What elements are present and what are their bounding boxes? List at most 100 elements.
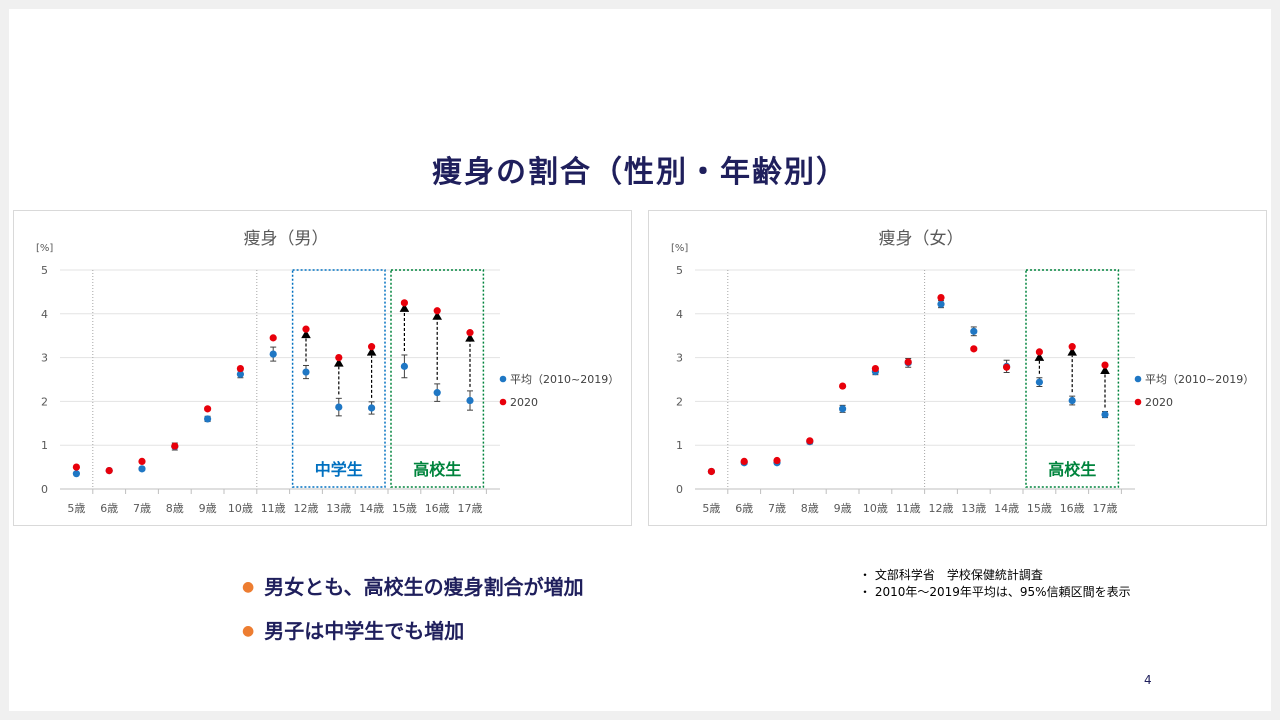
page-title: 痩身の割合（性別・年齢別） [432, 155, 848, 190]
slide: 痩身の割合（性別・年齢別） 痩身（男） [%] 0 1 2 3 4 5 5歳 6歳 7歳 8歳 9歳 10… [9, 9, 1271, 711]
avg-point [466, 396, 474, 405]
y2020-point [269, 334, 277, 342]
chart-male-plot: 痩身（男） [%] 0 1 2 3 4 5 5歳 6歳 7歳 8歳 9歳 10歳 11歳 12歳 13歳 14歳 1… [36, 229, 619, 515]
x-tick-label: 5歳 [702, 502, 720, 515]
y2020-point [171, 442, 179, 450]
group-box [291, 269, 386, 488]
y2020-point [707, 467, 715, 476]
y-tick-label: 2 [41, 395, 48, 408]
y2020-point [466, 329, 474, 337]
avg-point [839, 405, 847, 413]
group-label: 高校生 [413, 460, 461, 479]
x-tick-label: 10歳 [863, 502, 888, 515]
y2020-point [1068, 343, 1076, 351]
y2020-point [335, 354, 343, 362]
legend-marker-avg [499, 375, 507, 383]
avg-point [236, 370, 244, 378]
y-axis-label: [%] [671, 243, 688, 254]
y-tick-label: 5 [41, 264, 48, 277]
y2020-point [204, 405, 212, 413]
bullet-text: 男女とも、高校生の痩身割合が増加 [264, 575, 584, 599]
chart-male: 痩身（男） [%] 0 1 2 3 4 5 5歳 6歳 7歳 8歳 9歳 10歳 11歳 12歳 13歳 14歳 1… [13, 210, 632, 526]
legend-marker-2020 [1134, 398, 1142, 406]
legend-marker-2020 [499, 398, 507, 406]
y-tick-label: 4 [41, 308, 48, 321]
avg-point [970, 327, 978, 335]
y-tick-label: 1 [676, 439, 683, 452]
y2020-point [806, 437, 814, 445]
x-tick-label: 7歳 [133, 502, 151, 515]
group-label: 高校生 [1048, 460, 1096, 479]
x-tick-label: 7歳 [768, 502, 786, 515]
x-tick-label: 11歳 [261, 502, 286, 515]
bullet-dot-icon: ● [242, 623, 255, 639]
avg-point [1068, 396, 1076, 405]
group-box [1025, 269, 1120, 488]
x-tick-label: 15歳 [392, 502, 417, 515]
x-tick-label: 13歳 [326, 502, 351, 515]
y2020-point [400, 299, 408, 307]
x-tick-label: 10歳 [228, 502, 253, 515]
avg-point [368, 404, 376, 412]
y2020-point [839, 382, 847, 390]
bullet-item: ● 男女とも、高校生の痩身割合が増加 [242, 571, 584, 600]
y-axis-label: [%] [36, 243, 53, 254]
bullet-item: ● 男子は中学生でも増加 [242, 615, 464, 644]
legend-marker-avg [1134, 375, 1142, 383]
x-tick-label: 13歳 [961, 502, 986, 515]
avg-point [335, 403, 343, 411]
avg-point [269, 350, 277, 358]
y2020-point [1003, 363, 1011, 371]
x-tick-label: 17歳 [458, 502, 483, 515]
bullet-dot-icon: ● [242, 579, 255, 595]
x-tick-label: 17歳 [1093, 502, 1118, 515]
y2020-point [138, 457, 146, 466]
y2020-point [773, 456, 781, 465]
y2020-point [1035, 348, 1043, 356]
avg-point [400, 362, 408, 370]
x-tick-label: 14歳 [359, 502, 384, 515]
avg-point [204, 415, 212, 423]
x-tick-label: 14歳 [994, 502, 1019, 515]
avg-point [302, 368, 310, 376]
avg-point [937, 300, 945, 308]
chart-female-plot: 痩身（女） [%] 0 1 2 3 4 5 5歳 6歳 7歳 8歳 9歳 10歳 11歳 12歳 13歳 14歳 1… [671, 229, 1254, 515]
y2020-point [236, 364, 244, 373]
group-box [390, 269, 485, 488]
chart-title: 痩身（女） [879, 229, 964, 249]
y-tick-label: 5 [676, 264, 683, 277]
x-tick-label: 6歳 [735, 502, 753, 515]
y-tick-label: 1 [41, 439, 48, 452]
y2020-point [1101, 361, 1109, 369]
x-tick-label: 6歳 [100, 502, 118, 515]
y-tick-label: 2 [676, 395, 683, 408]
x-tick-label: 9歳 [199, 502, 217, 515]
y2020-point [904, 358, 912, 366]
y2020-point [302, 325, 310, 333]
source-note: ・ 文部科学省 学校保健統計調査 [859, 568, 1043, 582]
y-tick-label: 0 [676, 483, 683, 496]
legend-label-avg: 平均（2010~2019） [1145, 373, 1254, 386]
x-tick-label: 16歳 [425, 502, 450, 515]
legend-label-2020: 2020 [1145, 396, 1173, 409]
x-tick-label: 8歳 [166, 502, 184, 515]
chart-female: 痩身（女） [%] 0 1 2 3 4 5 5歳 6歳 7歳 8歳 9歳 10歳 11歳 12歳 13歳 14歳 1… [648, 210, 1267, 526]
avg-point [1035, 378, 1043, 386]
bullet-text: 男子は中学生でも増加 [264, 619, 465, 643]
x-tick-label: 9歳 [834, 502, 852, 515]
y2020-point [970, 345, 978, 353]
x-tick-label: 8歳 [801, 502, 819, 515]
group-label: 中学生 [315, 460, 363, 479]
y2020-point [433, 307, 441, 315]
y2020-point [368, 343, 376, 351]
x-tick-label: 5歳 [67, 502, 85, 515]
y2020-point [740, 457, 748, 466]
x-tick-label: 12歳 [294, 502, 319, 515]
legend-label-avg: 平均（2010~2019） [510, 373, 619, 386]
y-tick-label: 3 [41, 352, 48, 365]
avg-point [138, 465, 146, 473]
y-tick-label: 4 [676, 308, 683, 321]
y2020-point [105, 467, 113, 475]
ci-note: ・ 2010年～2019年平均は、95%信頼区間を表示 [859, 585, 1131, 599]
avg-point [1101, 410, 1109, 419]
